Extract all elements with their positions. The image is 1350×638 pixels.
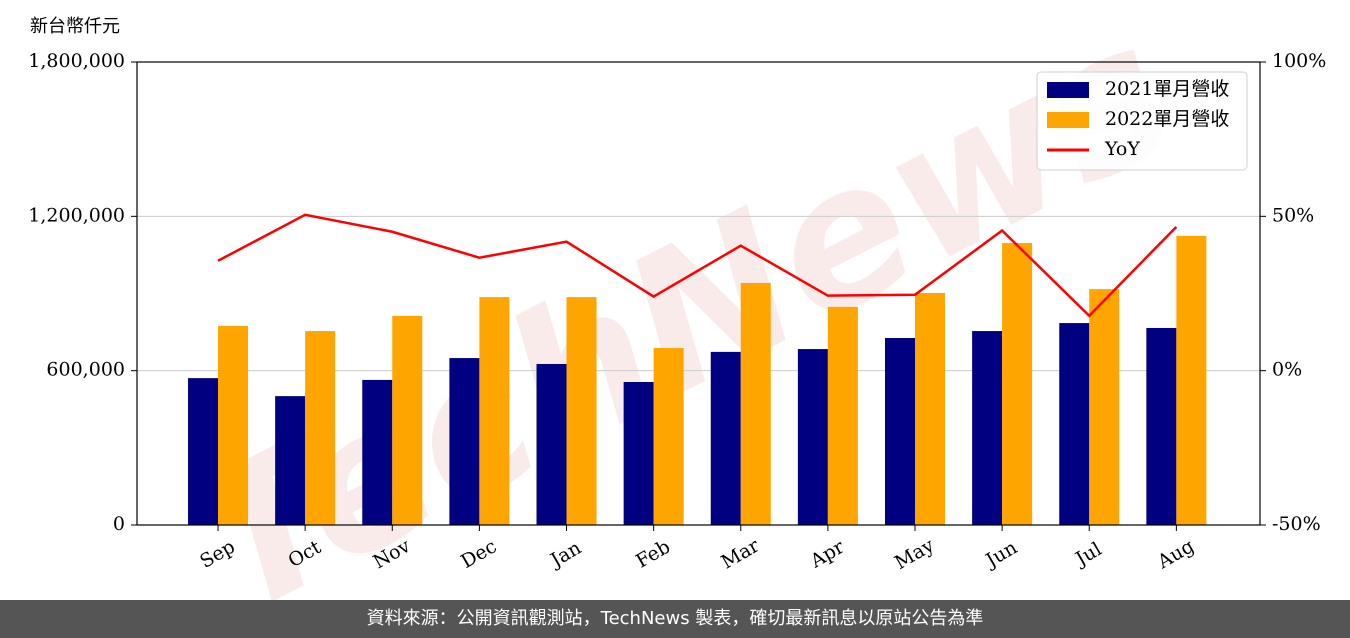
legend-box <box>1036 71 1248 171</box>
x-tick-label: Jan <box>545 537 585 573</box>
bar <box>305 331 336 525</box>
plot-frame <box>136 61 1261 526</box>
yoy-line <box>217 213 1178 318</box>
bar <box>566 297 597 525</box>
bar <box>1089 289 1120 525</box>
bar <box>1176 235 1207 526</box>
x-tick-label: Feb <box>632 536 674 573</box>
bar <box>218 325 249 525</box>
y2-tick-label: 50% <box>1272 204 1314 226</box>
x-tick-label: Aug <box>1153 535 1198 574</box>
bar <box>479 297 510 525</box>
x-tick-label: May <box>891 534 938 574</box>
x-tick-label: Jul <box>1070 538 1105 571</box>
legend-label: YoY <box>1104 138 1140 160</box>
bar <box>362 379 393 525</box>
bar <box>884 337 915 525</box>
y2-tick-label: -50% <box>1272 513 1321 535</box>
bar <box>740 282 771 525</box>
bar <box>797 349 828 525</box>
legend-swatch <box>1047 112 1089 128</box>
bar <box>1059 323 1090 525</box>
bar <box>188 378 219 525</box>
bar <box>623 381 654 525</box>
x-tick-label: Mar <box>717 534 763 573</box>
bar <box>972 331 1003 525</box>
bar <box>653 348 684 525</box>
chart: 新台幣仟元 TechNews 0600,0001,200,0001,800,00… <box>28 0 1326 638</box>
bar <box>710 351 741 525</box>
y-tick-label: 0 <box>113 513 125 535</box>
bar <box>1002 243 1033 525</box>
bar <box>536 363 567 525</box>
x-tick-label: Jun <box>980 537 1021 573</box>
legend-swatch <box>1047 82 1089 98</box>
bar <box>392 315 423 525</box>
y-tick-label: 1,800,000 <box>28 50 125 72</box>
y2-tick-label: 0% <box>1272 359 1302 381</box>
footer: 資料來源：公開資訊觀測站，TechNews 製表，確切最新訊息以原站公告為準 <box>0 600 1350 638</box>
bar <box>914 292 945 525</box>
bar <box>827 306 858 525</box>
bar <box>449 358 480 525</box>
x-tick-label: Apr <box>806 535 849 572</box>
bar <box>275 396 306 525</box>
legend-label: 2021單月營收 <box>1105 78 1229 100</box>
y2-tick-label: 100% <box>1272 50 1326 72</box>
y-tick-label: 1,200,000 <box>28 204 125 226</box>
y-tick-label: 600,000 <box>46 359 125 381</box>
legend-label: 2022單月營收 <box>1105 108 1229 130</box>
bar <box>1146 327 1177 525</box>
y-axis-label: 新台幣仟元 <box>30 16 120 37</box>
